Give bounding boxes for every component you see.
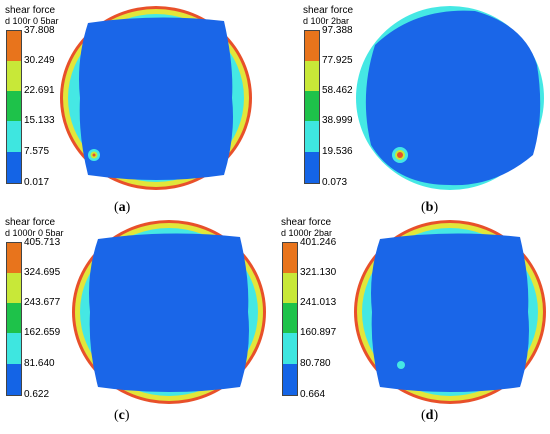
colorbar-band xyxy=(283,364,297,395)
colorbar-band xyxy=(7,273,21,303)
colorbar-tick-label: 22.691 xyxy=(24,85,55,96)
panel-b: shear force d 100r 2bar 97.388 77.925 58… xyxy=(275,0,550,217)
shear-force-disk xyxy=(72,220,266,404)
legend-title: shear force xyxy=(303,5,354,16)
colorbar-tick-label: 81.640 xyxy=(24,358,55,369)
colorbar-band xyxy=(7,31,21,61)
panel-caption: (d) xyxy=(421,408,439,423)
colorbar-tick-label: 77.925 xyxy=(322,55,353,66)
colorbar-band xyxy=(7,121,21,152)
panel-caption: (b) xyxy=(421,200,439,215)
colorbar-band xyxy=(305,152,319,183)
panel-c: shear force d 1000r 0 5bar 405.713 324.6… xyxy=(0,217,275,434)
colorbar-band xyxy=(283,243,297,273)
colorbar-tick-label: 162.659 xyxy=(24,327,61,338)
legend-subtitle: d 100r 0 5bar xyxy=(5,16,59,26)
colorbar-tick-label: 243.677 xyxy=(24,297,61,308)
shear-force-disk xyxy=(60,6,252,190)
colorbar-tick-label: 58.462 xyxy=(322,85,353,96)
disk-blue-core xyxy=(89,233,249,392)
colorbar-tick-label: 405.713 xyxy=(24,237,61,248)
colorbar-tick-label: 0.073 xyxy=(322,177,348,188)
colorbar-tick-label: 15.133 xyxy=(24,115,55,126)
colorbar-band xyxy=(7,303,21,333)
colorbar-band xyxy=(283,333,297,364)
colorbar-tick-label: 0.622 xyxy=(24,389,50,400)
colorbar xyxy=(6,30,22,184)
colorbar-tick-label: 80.780 xyxy=(300,358,331,369)
panel-caption: (c) xyxy=(114,408,130,423)
panel-caption: (a) xyxy=(114,200,131,215)
colorbar-tick-label: 0.664 xyxy=(300,389,326,400)
disk-blue-core xyxy=(79,17,233,181)
colorbar xyxy=(6,242,22,396)
legend-title: shear force xyxy=(5,5,56,16)
colorbar-tick-label: 7.575 xyxy=(24,146,50,157)
legend-title: shear force xyxy=(5,217,56,228)
colorbar-tick-label: 321.130 xyxy=(300,267,337,278)
hotspot-faint xyxy=(397,361,405,369)
colorbar-band xyxy=(7,333,21,364)
colorbar-tick-label: 37.808 xyxy=(24,25,55,36)
colorbar-tick-label: 241.013 xyxy=(300,297,337,308)
colorbar-band xyxy=(7,364,21,395)
colorbar-band xyxy=(7,152,21,183)
colorbar-tick-label: 160.897 xyxy=(300,327,337,338)
panel-d: shear force d 1000r 2bar 401.246 321.130… xyxy=(275,217,550,434)
colorbar-tick-label: 38.999 xyxy=(322,115,353,126)
colorbar xyxy=(282,242,298,396)
colorbar-band xyxy=(305,61,319,91)
colorbar-band xyxy=(7,61,21,91)
colorbar-band xyxy=(7,91,21,121)
colorbar-tick-label: 0.017 xyxy=(24,177,50,188)
colorbar-tick-label: 324.695 xyxy=(24,267,61,278)
panel-a: shear force d 100r 0 5bar 37.808 30.249 … xyxy=(0,0,275,217)
shear-force-disk xyxy=(356,6,544,190)
colorbar-tick-label: 19.536 xyxy=(322,146,353,157)
disk-blue-core xyxy=(371,233,529,392)
colorbar-tick-label: 401.246 xyxy=(300,237,337,248)
legend-subtitle: d 1000r 0 5bar xyxy=(5,228,64,238)
colorbar-band xyxy=(283,303,297,333)
colorbar-band xyxy=(283,273,297,303)
colorbar xyxy=(304,30,320,184)
hotspot-core xyxy=(92,153,96,157)
colorbar-band xyxy=(305,31,319,61)
colorbar-band xyxy=(305,91,319,121)
colorbar-tick-label: 97.388 xyxy=(322,25,353,36)
colorbar-tick-label: 30.249 xyxy=(24,55,55,66)
hotspot-core xyxy=(397,152,403,158)
disk-blue-core xyxy=(365,10,541,186)
legend-title: shear force xyxy=(281,217,332,228)
legend-subtitle: d 100r 2bar xyxy=(303,16,350,26)
colorbar-band xyxy=(305,121,319,152)
legend-subtitle: d 1000r 2bar xyxy=(281,228,333,238)
shear-force-disk xyxy=(354,220,546,404)
colorbar-band xyxy=(7,243,21,273)
